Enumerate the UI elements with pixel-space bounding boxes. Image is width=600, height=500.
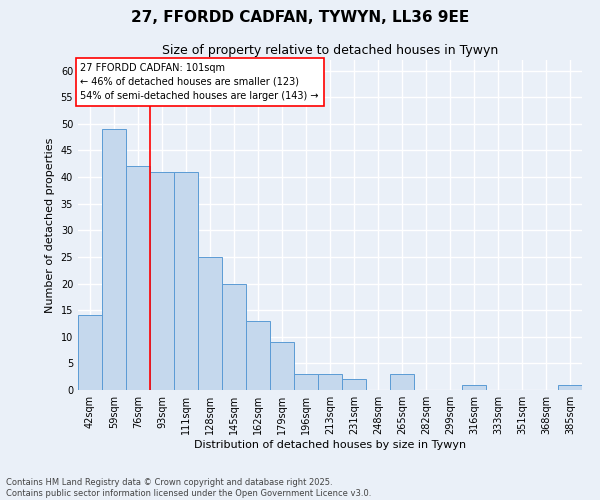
Bar — [342, 380, 366, 390]
Bar — [174, 172, 198, 390]
Bar — [102, 129, 126, 390]
Bar — [462, 384, 486, 390]
Text: 27 FFORDD CADFAN: 101sqm
← 46% of detached houses are smaller (123)
54% of semi-: 27 FFORDD CADFAN: 101sqm ← 46% of detach… — [80, 62, 319, 100]
Bar — [78, 316, 102, 390]
Bar — [150, 172, 174, 390]
Y-axis label: Number of detached properties: Number of detached properties — [45, 138, 55, 312]
Bar — [558, 384, 582, 390]
Text: 27, FFORDD CADFAN, TYWYN, LL36 9EE: 27, FFORDD CADFAN, TYWYN, LL36 9EE — [131, 10, 469, 25]
Bar — [198, 257, 222, 390]
Bar — [318, 374, 342, 390]
Title: Size of property relative to detached houses in Tywyn: Size of property relative to detached ho… — [162, 44, 498, 58]
Text: Contains HM Land Registry data © Crown copyright and database right 2025.
Contai: Contains HM Land Registry data © Crown c… — [6, 478, 371, 498]
X-axis label: Distribution of detached houses by size in Tywyn: Distribution of detached houses by size … — [194, 440, 466, 450]
Bar — [270, 342, 294, 390]
Bar — [222, 284, 246, 390]
Bar — [126, 166, 150, 390]
Bar — [294, 374, 318, 390]
Bar — [390, 374, 414, 390]
Bar — [246, 321, 270, 390]
